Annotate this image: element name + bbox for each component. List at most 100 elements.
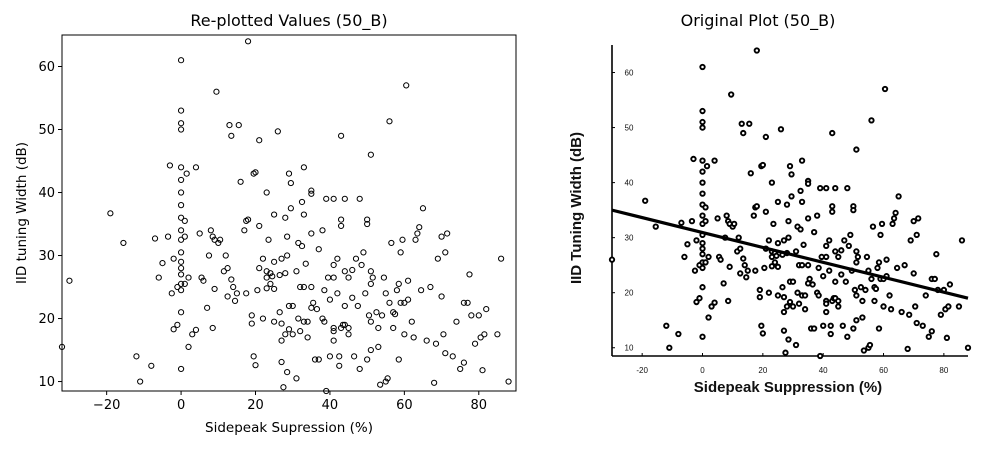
data-point: [705, 253, 712, 261]
data-point: [177, 265, 185, 272]
data-point: [768, 263, 776, 270]
x-tick-label: 0: [177, 398, 185, 413]
data-point: [308, 190, 315, 197]
data-point: [832, 248, 839, 255]
data-point: [330, 337, 337, 344]
data-point: [259, 255, 267, 262]
data-point: [393, 287, 401, 294]
data-point: [792, 341, 800, 349]
data-point: [334, 255, 341, 262]
data-point: [737, 245, 744, 252]
data-point: [747, 170, 754, 177]
data-point: [850, 325, 857, 332]
data-point: [323, 195, 330, 202]
data-point: [297, 328, 304, 335]
data-point: [783, 201, 791, 208]
scatter-points: [608, 47, 972, 360]
data-point: [427, 283, 434, 291]
data-point: [434, 255, 441, 262]
data-point: [741, 262, 748, 269]
data-point: [300, 164, 307, 171]
data-point: [388, 239, 395, 247]
data-point: [289, 331, 296, 338]
data-point: [756, 293, 763, 301]
data-point: [254, 287, 261, 294]
data-point: [815, 292, 822, 299]
data-point: [475, 312, 482, 319]
data-point: [289, 302, 296, 310]
data-point: [369, 274, 376, 281]
data-point: [786, 298, 794, 306]
data-point: [410, 334, 417, 341]
data-point: [792, 248, 800, 255]
data-point: [284, 368, 291, 376]
data-point: [850, 206, 857, 214]
data-point: [762, 133, 770, 141]
y-axis-label: IID Tuning Width (dB): [568, 132, 585, 284]
data-point: [259, 315, 267, 322]
data-point: [663, 322, 670, 329]
data-point: [209, 324, 216, 332]
data-point: [375, 324, 382, 332]
y-tick-label: 20: [38, 312, 55, 327]
data-point: [185, 274, 192, 281]
data-point: [801, 292, 809, 299]
data-point: [276, 271, 283, 279]
data-point: [209, 233, 216, 240]
data-point: [810, 229, 818, 236]
data-point: [726, 263, 733, 270]
data-point: [330, 324, 337, 332]
data-point: [798, 262, 806, 269]
data-point: [362, 290, 369, 297]
data-point: [278, 337, 285, 344]
data-point: [898, 308, 905, 316]
data-point: [857, 284, 865, 291]
data-point: [875, 259, 883, 266]
data-point: [820, 273, 827, 280]
data-point: [337, 132, 345, 139]
data-point: [177, 280, 185, 287]
data-point: [168, 290, 175, 297]
data-point: [699, 190, 706, 197]
data-point: [804, 215, 812, 222]
data-point: [883, 256, 890, 263]
data-point: [244, 216, 252, 223]
data-point: [910, 270, 917, 277]
data-point: [477, 334, 484, 341]
data-point: [339, 321, 347, 328]
data-point: [271, 211, 278, 218]
data-point: [222, 252, 229, 259]
data-point: [442, 249, 449, 256]
data-point: [297, 283, 304, 291]
data-point: [868, 275, 875, 283]
data-point: [795, 300, 803, 307]
data-point: [390, 324, 397, 332]
y-tick-label: 10: [625, 344, 634, 353]
data-point: [479, 367, 486, 374]
data-point: [282, 214, 289, 221]
data-point: [248, 312, 255, 319]
data-point: [762, 208, 770, 215]
data-point: [170, 326, 177, 333]
data-point: [931, 275, 938, 283]
data-point: [311, 356, 319, 363]
data-point: [912, 303, 919, 310]
data-point: [780, 237, 788, 244]
data-point: [386, 299, 393, 306]
data-point: [326, 353, 334, 360]
data-point: [177, 176, 185, 184]
y-tick-label: 10: [38, 375, 55, 390]
data-point: [263, 285, 270, 292]
data-point: [699, 240, 706, 247]
data-point: [771, 259, 779, 266]
data-point: [893, 264, 901, 272]
data-point: [866, 341, 874, 349]
x-tick-label: 80: [471, 398, 488, 413]
data-point: [901, 262, 908, 269]
data-point: [815, 264, 822, 272]
data-point: [853, 259, 860, 266]
data-point: [889, 220, 896, 228]
replotted-panel: Re-plotted Values (50_B) −20 0 20 40 60 80 10…: [14, 11, 517, 436]
data-point: [738, 120, 745, 127]
x-tick-label: 60: [879, 366, 888, 375]
